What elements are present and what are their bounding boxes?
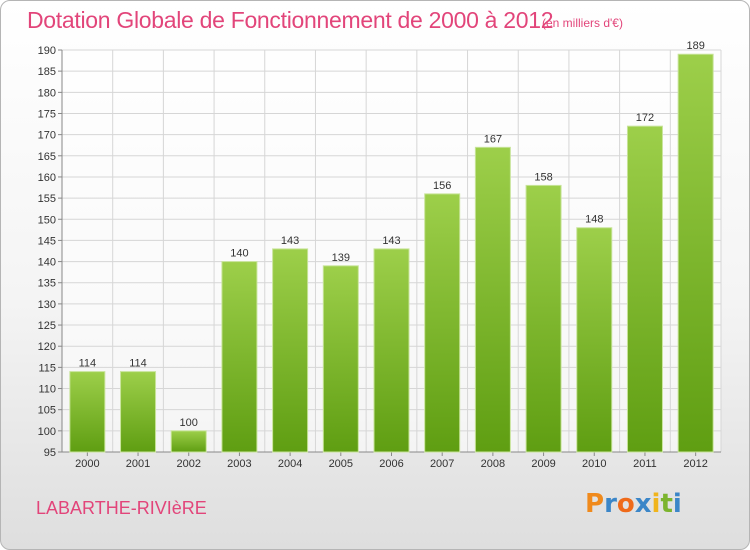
x-tick-label: 2003 (227, 458, 251, 470)
chart-subtitle: (en milliers d'€) (542, 16, 623, 30)
y-tick-label: 175 (38, 108, 56, 120)
logo-letter: x (634, 489, 652, 519)
logo-letter: r (604, 489, 617, 519)
proxiti-logo[interactable]: Proxiti (585, 489, 682, 519)
value-label: 143 (281, 235, 299, 247)
logo-letter: i (651, 489, 661, 519)
value-label: 114 (79, 358, 97, 370)
y-tick-label: 130 (38, 299, 56, 311)
labels: 95 100 105 110 115 120 125 130 135 140 145 150 155 16… (38, 40, 708, 470)
logo-letter: t (660, 489, 673, 519)
bars (69, 53, 714, 453)
y-tick-label: 145 (38, 235, 56, 247)
logo-letter: o (616, 489, 635, 519)
bar (576, 227, 613, 453)
y-tick-label: 160 (38, 172, 56, 184)
y-tick-label: 115 (38, 362, 56, 374)
y-tick-label: 95 (44, 447, 56, 459)
y-tick-label: 185 (38, 66, 56, 78)
value-label: 156 (433, 180, 451, 192)
x-tick-label: 2002 (176, 458, 200, 470)
value-label: 139 (332, 252, 350, 264)
y-tick-label: 110 (38, 384, 56, 396)
x-tick-label: 2000 (75, 458, 99, 470)
bar (221, 261, 258, 453)
y-tick-label: 180 (38, 87, 56, 99)
x-tick-label: 2008 (481, 458, 505, 470)
bar (322, 265, 359, 453)
value-label: 172 (636, 112, 654, 124)
bar (474, 146, 511, 453)
logo-letter: P (585, 489, 605, 519)
x-tick-label: 2007 (430, 458, 454, 470)
y-tick-label: 140 (38, 257, 56, 269)
bar (120, 371, 157, 453)
y-tick-label: 120 (38, 341, 56, 353)
y-tick-label: 170 (38, 130, 56, 142)
x-tick-label: 2005 (329, 458, 353, 470)
bar (626, 125, 663, 453)
bar (373, 248, 410, 453)
value-label: 158 (534, 171, 552, 183)
value-label: 140 (230, 248, 248, 260)
y-tick-label: 135 (38, 278, 56, 290)
bar (69, 371, 106, 453)
value-label: 148 (585, 214, 603, 226)
bar (677, 53, 714, 453)
bar (272, 248, 309, 453)
value-label: 114 (129, 358, 147, 370)
y-tick-label: 165 (38, 151, 56, 163)
x-tick-label: 2004 (278, 458, 302, 470)
chart-title: Dotation Globale de Fonctionnement de 20… (27, 7, 554, 33)
bar (170, 430, 207, 453)
x-tick-label: 2006 (379, 458, 403, 470)
x-tick-label: 2012 (683, 458, 707, 470)
value-label: 189 (686, 40, 704, 52)
commune-name: LABARTHE-RIVIèRE (36, 498, 207, 518)
y-tick-label: 105 (38, 405, 56, 417)
x-tick-label: 2001 (126, 458, 150, 470)
bar (525, 184, 562, 453)
x-tick-label: 2011 (633, 458, 657, 470)
y-tick-label: 150 (38, 214, 56, 226)
value-label: 100 (180, 417, 198, 429)
y-tick-label: 190 (38, 45, 56, 57)
logo-letter: i (672, 489, 682, 519)
y-tick-label: 155 (38, 193, 56, 205)
value-label: 167 (484, 133, 502, 145)
bar (424, 193, 461, 453)
y-tick-label: 125 (38, 320, 56, 332)
x-tick-label: 2010 (582, 458, 606, 470)
x-tick-label: 2009 (531, 458, 555, 470)
value-label: 143 (382, 235, 400, 247)
y-tick-label: 100 (38, 426, 56, 438)
